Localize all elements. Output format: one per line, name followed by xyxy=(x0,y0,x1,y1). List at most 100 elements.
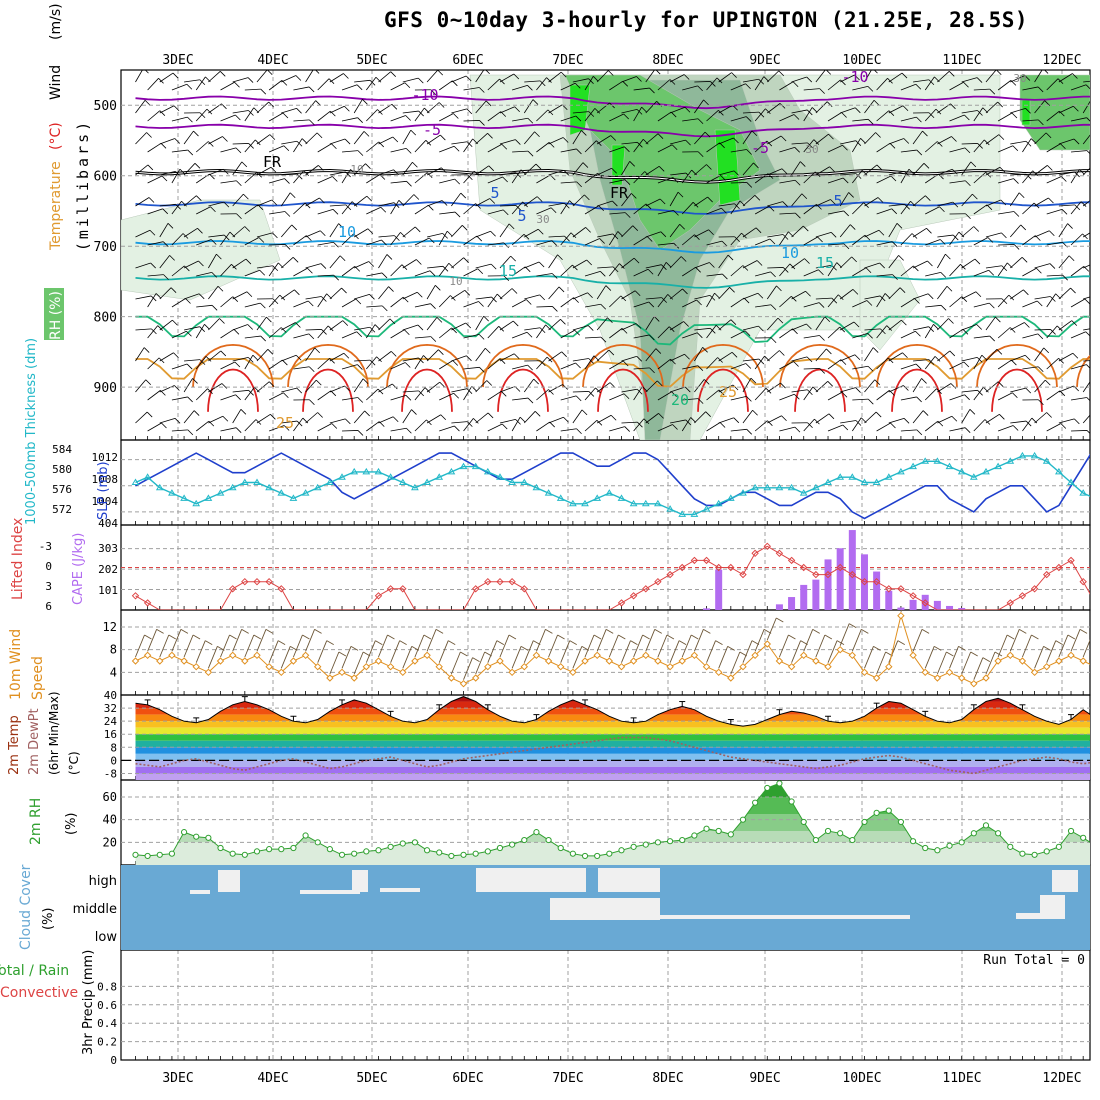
wind-barb-flag xyxy=(448,262,455,269)
wind-barb-flag xyxy=(819,368,825,374)
wind-barb-flag xyxy=(697,85,703,92)
wind-barb xyxy=(985,413,1000,424)
wind-barb-flag xyxy=(247,324,253,330)
wind-barb-flag xyxy=(575,395,582,402)
wind-barb-flag xyxy=(303,170,309,177)
li-point xyxy=(374,592,383,600)
wind-barb xyxy=(791,109,808,114)
thickness-point xyxy=(702,505,711,512)
wind-barb xyxy=(208,253,217,269)
wind-barb-flag xyxy=(855,387,861,393)
wind-barb-flag xyxy=(345,171,351,178)
wind-barb xyxy=(1046,293,1057,308)
wind-barb-flag xyxy=(184,265,190,272)
wind-barb-flag xyxy=(658,413,664,419)
thickness-point xyxy=(1092,495,1098,500)
wind-barb xyxy=(208,383,223,393)
wind-barb xyxy=(766,285,777,300)
wind-barb xyxy=(244,171,257,184)
wind-barb xyxy=(147,293,157,308)
wind-barb-flag xyxy=(633,257,640,264)
ylabel-part: RH (%) xyxy=(48,291,64,340)
wind-barb-flag xyxy=(150,262,156,269)
wind-barb-flag xyxy=(368,261,375,267)
wind-barb xyxy=(135,132,147,145)
wind-barb xyxy=(402,390,419,393)
wind-barb-flag xyxy=(280,327,287,333)
thickness-point xyxy=(872,478,881,485)
wind10m-barb-flag xyxy=(168,634,176,640)
wind-barb-flag xyxy=(199,79,206,86)
thickness-point xyxy=(1030,451,1039,459)
wind-barb-flag xyxy=(780,382,786,389)
wind-barb-flag xyxy=(983,386,989,393)
wind-barb xyxy=(378,318,391,331)
thickness-point xyxy=(277,489,286,496)
wind-barb xyxy=(1082,414,1090,424)
wind-barb-flag xyxy=(272,232,278,239)
thickness-point xyxy=(496,473,504,480)
wind-barb xyxy=(183,195,197,207)
wind-barb xyxy=(487,143,503,153)
wind-barb xyxy=(171,200,182,215)
wind-barb xyxy=(536,421,550,432)
wind-barb xyxy=(342,430,359,432)
temp-band xyxy=(135,773,1090,780)
wind10m-barb-flag xyxy=(472,657,480,663)
wind-barb-flag xyxy=(158,357,165,364)
wind-barb xyxy=(366,174,381,184)
wind-barb xyxy=(924,420,939,432)
wind-barb xyxy=(718,351,733,362)
wind-barb-flag xyxy=(682,288,688,295)
rh-shade xyxy=(859,259,921,351)
wind-barb xyxy=(888,287,901,300)
wind-barb-flag xyxy=(972,193,978,200)
wind-barb-flag xyxy=(653,316,660,322)
thickness-point xyxy=(641,499,650,507)
li-point xyxy=(617,599,626,607)
wind-barb-flag xyxy=(734,236,740,243)
wind-barb xyxy=(256,70,268,83)
wind-barb xyxy=(682,266,696,277)
wind-barb xyxy=(402,226,416,238)
wind-barb-flag xyxy=(853,321,860,328)
cloud-cell xyxy=(380,888,420,892)
wind-barb xyxy=(171,363,188,370)
wind-barb-flag xyxy=(574,329,581,336)
contour-label: 30 xyxy=(805,143,818,156)
wind-barb-flag xyxy=(684,353,690,360)
rh2m-point xyxy=(1007,843,1014,850)
wind-barb xyxy=(925,239,941,246)
thickness-point xyxy=(289,494,298,501)
thickness-point xyxy=(860,478,869,485)
wind-barb-flag xyxy=(916,429,923,436)
wind-barb-flag xyxy=(781,415,787,422)
wind-barb xyxy=(1058,105,1074,114)
wind10m-barb xyxy=(523,640,534,663)
wind-barb xyxy=(876,175,892,184)
wind-barb xyxy=(912,378,922,393)
wind10m-barb xyxy=(657,634,668,658)
wind-barb-flag xyxy=(381,272,388,279)
wind-barb xyxy=(378,351,392,362)
wind-barb-flag xyxy=(150,295,157,302)
wind-barb-flag xyxy=(333,241,339,248)
wind-barb xyxy=(609,426,625,432)
wind-barb xyxy=(268,262,279,277)
wind-barb xyxy=(268,425,285,432)
wind-barb xyxy=(1010,75,1026,83)
wind-barb xyxy=(742,111,759,114)
wind-barb-flag xyxy=(296,108,302,114)
wind10m-barb xyxy=(730,651,741,675)
wind-barb xyxy=(512,150,529,153)
wind-barb xyxy=(159,287,172,300)
wind-barb-flag xyxy=(512,320,519,327)
wind-barb xyxy=(1010,256,1023,269)
wind-barb xyxy=(973,107,984,122)
wind-barb xyxy=(317,241,334,246)
wind-barb xyxy=(135,295,152,300)
wind-barb xyxy=(560,115,577,122)
wind-barb-flag xyxy=(831,297,838,304)
wind-barb-flag xyxy=(380,206,387,213)
wind-barb xyxy=(220,114,236,122)
